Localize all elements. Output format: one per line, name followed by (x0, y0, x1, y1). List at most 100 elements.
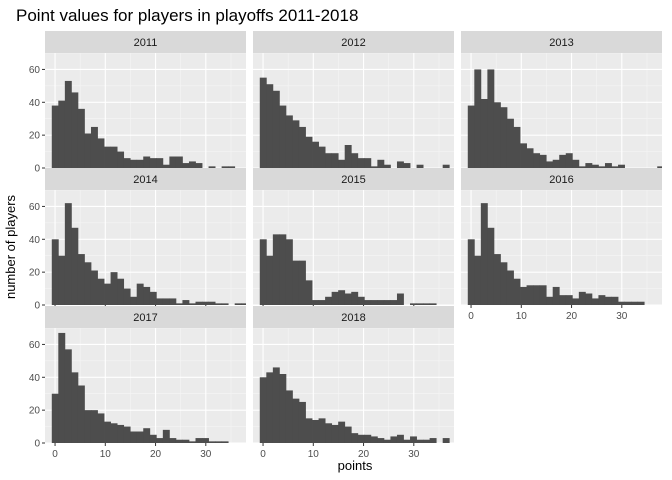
histogram-bar (169, 438, 177, 443)
histogram-bar (585, 293, 593, 305)
histogram-bar (305, 280, 313, 305)
panel-plot-area (461, 190, 662, 305)
histogram-bar (266, 84, 274, 168)
y-tick-label: 60 (29, 65, 41, 76)
histogram-bar (526, 148, 534, 168)
histogram-bar (578, 166, 586, 168)
histogram-bar (429, 438, 437, 443)
histogram-bar (493, 254, 501, 305)
histogram-bar (215, 441, 223, 443)
histogram-bar (578, 291, 586, 305)
y-tick-label: 20 (29, 406, 41, 417)
histogram-bar (188, 303, 196, 305)
histogram-bar (123, 158, 131, 168)
facet-strip-label: 2012 (341, 37, 365, 49)
facet-strip (253, 31, 454, 53)
histogram-bar (520, 286, 527, 305)
histogram-bar (117, 424, 125, 443)
facet-strip (461, 168, 662, 190)
histogram-bar (195, 438, 203, 443)
histogram-bar (390, 436, 398, 443)
histogram-bar (90, 270, 98, 305)
histogram-bar (487, 69, 495, 168)
histogram-bar (410, 436, 417, 443)
histogram-bar (64, 203, 72, 305)
x-tick-label: 0 (260, 449, 266, 460)
histogram-bar (305, 136, 313, 168)
histogram-bar (357, 434, 365, 443)
histogram-bar (71, 227, 79, 305)
facet-2012: 2012 (253, 31, 454, 171)
histogram-bar (312, 300, 319, 305)
histogram-bar (598, 295, 606, 305)
histogram-bar (84, 133, 92, 168)
histogram-bar (377, 438, 385, 443)
y-tick-label: 20 (29, 268, 41, 279)
histogram-bar (604, 163, 612, 168)
histogram-bar (77, 108, 85, 168)
facet-strip-label: 2016 (549, 174, 573, 186)
histogram-bar (175, 303, 183, 305)
histogram-bar (279, 105, 287, 168)
histogram-bar (618, 164, 625, 168)
histogram-bar (370, 166, 378, 168)
y-tick-label: 20 (29, 131, 41, 142)
facet-2017: 2017 0 20 40 60 0 10 20 30 (29, 306, 246, 460)
histogram-bar (169, 156, 177, 168)
histogram-bar (403, 163, 411, 168)
histogram-bar (130, 296, 138, 305)
histogram-bar (259, 77, 267, 168)
histogram-bar (77, 254, 85, 305)
histogram-bar (149, 434, 157, 443)
histogram-bar (546, 296, 554, 305)
histogram-bar (162, 298, 170, 305)
histogram-bar (611, 166, 619, 168)
histogram-bar (143, 156, 151, 168)
y-tick-label: 40 (29, 235, 41, 246)
histogram-bar (215, 303, 223, 305)
histogram-bar (221, 303, 229, 305)
y-axis-title: number of players (3, 194, 18, 299)
histogram-bar (559, 154, 567, 168)
histogram-bar (423, 439, 431, 443)
histogram-bar (604, 296, 612, 305)
panel-plot-area (45, 328, 246, 443)
histogram-bar (416, 164, 424, 168)
histogram-bar (77, 385, 85, 443)
histogram-bar (162, 164, 170, 168)
histogram-bar (259, 239, 267, 305)
histogram-bar (97, 413, 105, 443)
histogram-bar (136, 431, 144, 443)
histogram-bar (513, 278, 521, 305)
facet-2013: 2013 (461, 31, 662, 171)
facet-strip-label: 2013 (549, 37, 573, 49)
histogram-bar (377, 300, 385, 305)
panel-plot-area (461, 53, 662, 168)
histogram-bar (396, 161, 404, 168)
histogram-bar (325, 296, 333, 305)
histogram-bar (416, 303, 424, 305)
panel-plot-area (45, 190, 246, 305)
histogram-bar (591, 164, 599, 168)
histogram-bar (259, 377, 267, 443)
histogram-bar (188, 161, 196, 168)
histogram-bar (305, 418, 313, 443)
histogram-bar (493, 102, 501, 168)
histogram-bar (598, 166, 606, 168)
y-tick-label: 60 (29, 340, 41, 351)
histogram-bar (208, 441, 216, 443)
histogram-bar (136, 159, 144, 168)
x-tick-label: 10 (308, 449, 320, 460)
histogram-bar (410, 303, 417, 305)
histogram-bar (539, 285, 547, 305)
histogram-bar (312, 420, 319, 443)
histogram-bar (292, 398, 300, 443)
histogram-bar (58, 100, 66, 168)
histogram-bar (331, 424, 339, 443)
histogram-bar (51, 393, 59, 443)
histogram-bar (97, 138, 105, 168)
histogram-bar (221, 166, 229, 168)
y-tick-label: 0 (34, 301, 40, 312)
x-tick-label: 10 (516, 311, 528, 322)
